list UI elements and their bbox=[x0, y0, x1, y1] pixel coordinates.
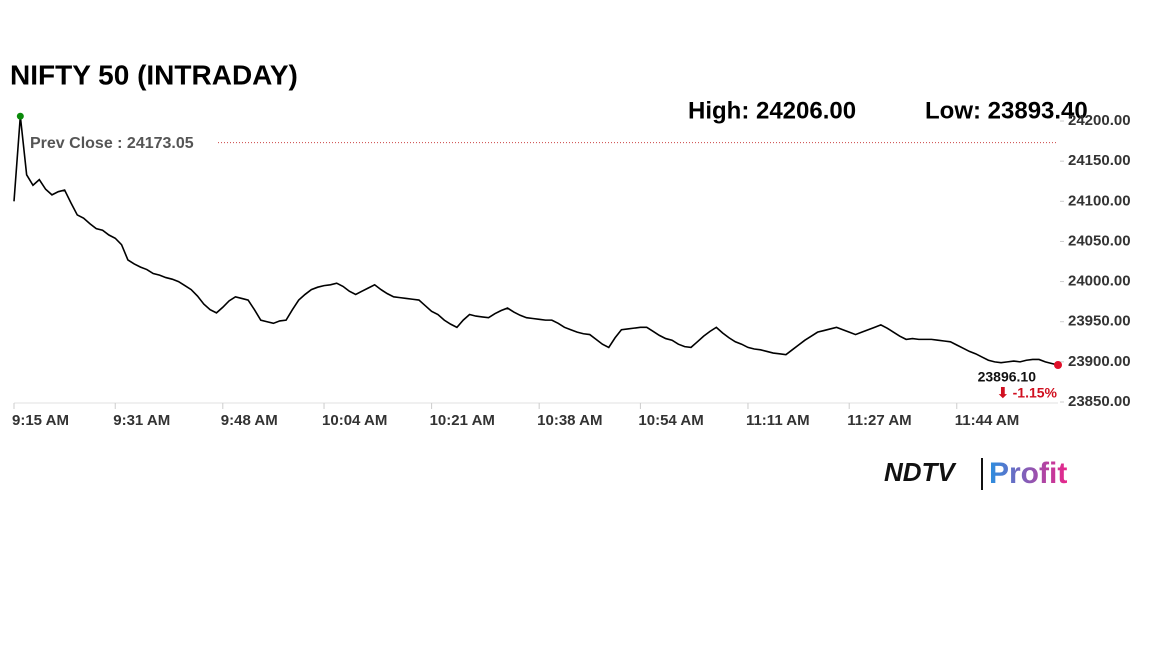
prev-close-label: Prev Close : 24173.05 bbox=[30, 135, 194, 152]
x-tick-label: 10:54 AM bbox=[638, 412, 703, 429]
logo-brand: NDTV bbox=[884, 457, 957, 487]
y-tick-label: 24150.00 bbox=[1068, 152, 1131, 169]
y-tick-label: 24100.00 bbox=[1068, 192, 1131, 209]
y-tick-label: 24050.00 bbox=[1068, 232, 1131, 249]
y-tick-label: 24200.00 bbox=[1068, 112, 1131, 129]
logo-product: Profit bbox=[989, 457, 1067, 490]
change-label: ⬇ -1.15% bbox=[997, 385, 1058, 401]
chart-title: NIFTY 50 (INTRADAY) bbox=[10, 59, 298, 90]
last-dot bbox=[1054, 360, 1062, 369]
y-tick-label: 23950.00 bbox=[1068, 313, 1131, 330]
price-line bbox=[13, 116, 1059, 366]
x-tick-label: 9:48 AM bbox=[221, 412, 278, 429]
x-tick-label: 10:04 AM bbox=[322, 412, 387, 429]
x-tick-label: 9:31 AM bbox=[113, 412, 170, 429]
y-tick-label: 23850.00 bbox=[1068, 393, 1131, 410]
x-tick-label: 9:15 AM bbox=[12, 412, 69, 429]
x-tick-label: 10:21 AM bbox=[430, 412, 495, 429]
high-label: High: 24206.00 bbox=[688, 97, 856, 124]
x-tick-label: 11:44 AM bbox=[955, 412, 1019, 429]
high-dot bbox=[16, 112, 24, 120]
x-tick-label: 10:38 AM bbox=[537, 412, 602, 429]
y-tick-label: 23900.00 bbox=[1068, 353, 1131, 370]
y-tick-label: 24000.00 bbox=[1068, 273, 1131, 290]
last-value-label: 23896.10 bbox=[978, 369, 1037, 385]
low-label: Low: 23893.40 bbox=[925, 97, 1088, 124]
x-tick-label: 11:27 AM bbox=[847, 412, 911, 429]
x-tick-label: 11:11 AM bbox=[746, 412, 810, 429]
